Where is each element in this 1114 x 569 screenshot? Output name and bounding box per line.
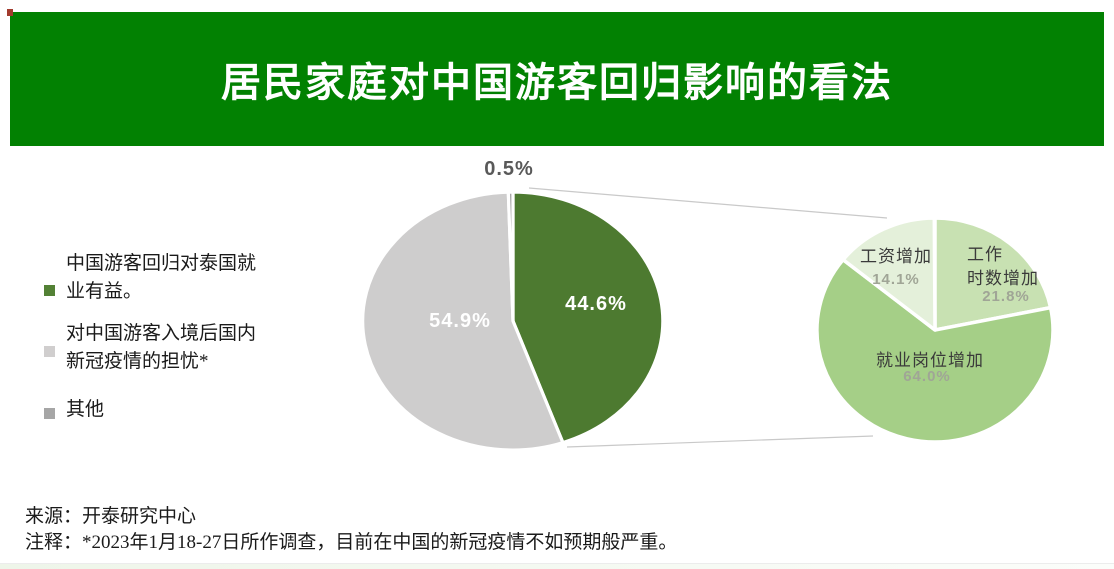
overall-pie-label-other-pct: 0.5% xyxy=(484,158,534,180)
bottom-strip xyxy=(0,564,1114,569)
overall-opinion-pie-slice-2 xyxy=(506,190,515,323)
bottom-divider xyxy=(0,563,1114,564)
breakdown-pie-label-jobs-name: 就业岗位增加 xyxy=(876,351,984,370)
breakdown-pie-label-wage-name: 工资增加 xyxy=(860,247,932,266)
breakdown-pie-label-hours-line1: 工作 xyxy=(967,245,1003,264)
note-text: 注释：*2023年1月18-27日所作调查，目前在中国的新冠疫情不如预期般严重。 xyxy=(25,532,678,553)
breakdown-pie-label-hours-pct: 21.8% xyxy=(982,288,1030,305)
source-text: 来源：开泰研究中心 xyxy=(25,506,197,527)
overall-opinion-pie-slice-0 xyxy=(511,190,665,445)
breakdown-pie-label-hours-line2: 时数增加 xyxy=(967,269,1039,288)
overall-pie-label-benefit-pct: 44.6% xyxy=(565,293,627,315)
breakdown-pie-label-wage-pct: 14.1% xyxy=(872,271,920,288)
legend-label-covid-concern: 对中国游客入境后国内新冠疫情的担忧* xyxy=(66,323,257,372)
legend-label-other: 其他 xyxy=(66,399,105,420)
legend-swatch-green xyxy=(44,285,55,296)
legend-swatch-lightgray xyxy=(44,346,55,357)
callout-line-bottom xyxy=(566,435,874,448)
legend-swatch-gray xyxy=(44,408,55,419)
callout-line-top xyxy=(528,187,888,219)
page-title: 居民家庭对中国游客回归影响的看法 xyxy=(221,61,893,105)
breakdown-pie-label-jobs-pct: 64.0% xyxy=(903,368,951,385)
overall-pie-label-concern-pct: 54.9% xyxy=(429,310,491,332)
title-banner: 居民家庭对中国游客回归影响的看法 xyxy=(10,12,1104,146)
corner-red-mark xyxy=(7,9,13,16)
legend-label-benefit: 中国游客回归对泰国就业有益。 xyxy=(66,253,257,302)
